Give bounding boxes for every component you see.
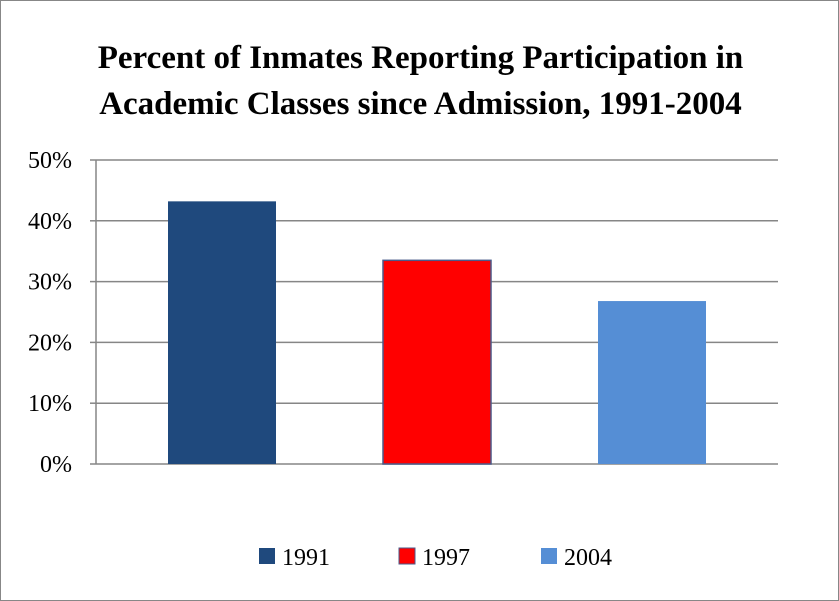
y-tick-label: 40% [28, 209, 72, 235]
bar-1997 [382, 259, 492, 465]
chart-title-line-2: Academic Classes since Admission, 1991-2… [99, 86, 742, 122]
y-tick-label: 10% [28, 391, 72, 417]
bar-1991 [168, 201, 276, 464]
legend-swatch-2004 [541, 548, 557, 564]
bar-2004 [598, 301, 706, 464]
y-tick-label: 50% [28, 148, 72, 174]
y-tick-label: 0% [40, 452, 72, 478]
chart-title: Percent of Inmates Reporting Participati… [1, 35, 839, 127]
legend: 1991 1997 2004 [259, 545, 612, 571]
bars [168, 201, 706, 465]
legend-swatch-1997 [398, 547, 416, 565]
chart-title-line-1: Percent of Inmates Reporting Participati… [97, 40, 744, 76]
y-tick-label: 20% [28, 330, 72, 356]
legend-swatch-1991 [259, 548, 275, 564]
y-axis-tick-labels: 0% 10% 20% 30% 40% 50% [28, 148, 72, 478]
legend-label-2004: 2004 [564, 545, 612, 571]
legend-label-1997: 1997 [422, 545, 470, 571]
y-tick-label: 30% [28, 270, 72, 296]
legend-label-1991: 1991 [282, 545, 330, 571]
